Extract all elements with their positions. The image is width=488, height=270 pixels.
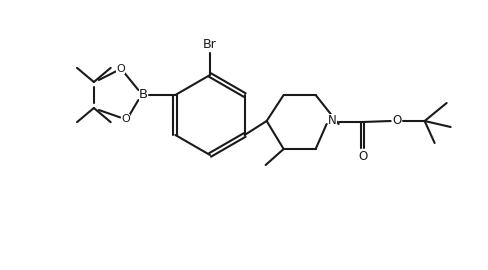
Text: B: B <box>139 89 148 102</box>
Text: O: O <box>121 114 130 124</box>
Text: O: O <box>392 114 401 127</box>
Text: O: O <box>358 150 367 164</box>
Text: N: N <box>328 114 337 127</box>
Text: O: O <box>117 64 125 75</box>
Text: Br: Br <box>203 39 217 52</box>
